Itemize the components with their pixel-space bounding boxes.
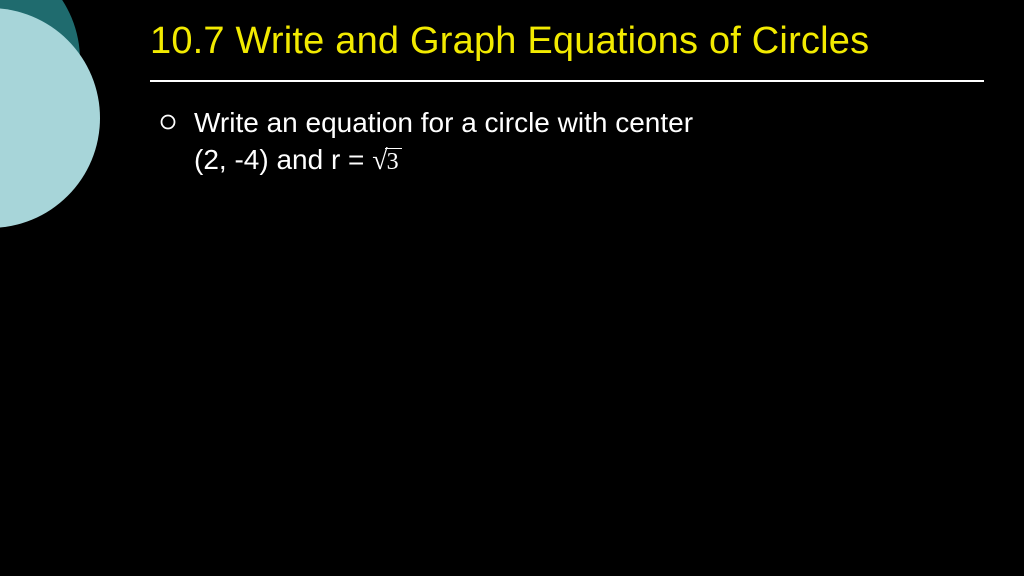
slide-title: 10.7 Write and Graph Equations of Circle…	[150, 18, 984, 66]
bullet-line1: Write an equation for a circle with cent…	[194, 107, 693, 138]
title-divider	[150, 80, 984, 82]
decor-back-circle	[0, 0, 80, 170]
bullet-circle-icon	[160, 114, 176, 130]
decor-front-circle	[0, 8, 100, 228]
slide-content: 10.7 Write and Graph Equations of Circle…	[150, 18, 984, 180]
bullet-item: Write an equation for a circle with cent…	[150, 104, 984, 181]
bullet-text: Write an equation for a circle with cent…	[194, 104, 693, 181]
radicand: 3	[385, 148, 402, 175]
square-root: √3	[372, 145, 401, 176]
bullet-line2-prefix: (2, -4) and r =	[194, 144, 372, 175]
